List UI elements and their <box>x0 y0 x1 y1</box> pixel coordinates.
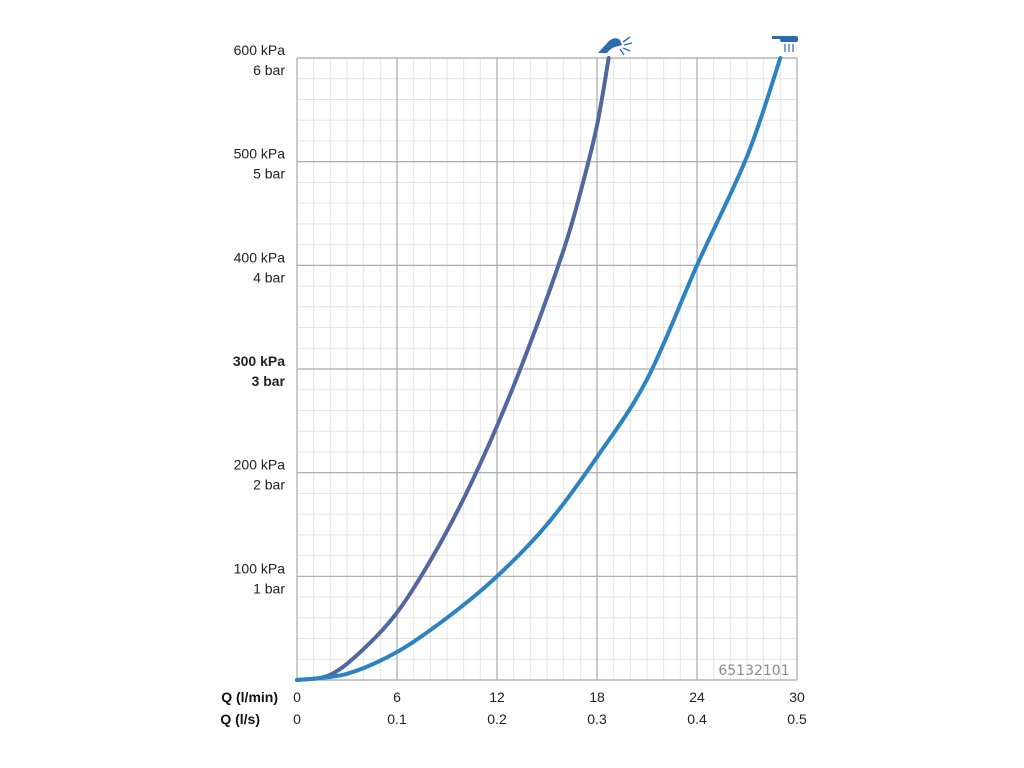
product-code: 65132101 <box>718 663 789 679</box>
x-tick-label-ls: 0.5 <box>787 711 807 727</box>
overhead-shower-icon <box>772 36 798 52</box>
x-tick-label-lmin: 12 <box>489 689 505 705</box>
y-tick-label-kpa: 600 kPa <box>234 42 286 58</box>
x-tick-label-ls: 0.3 <box>587 711 607 727</box>
x-tick-label-lmin: 6 <box>393 689 401 705</box>
hand-shower-icon <box>598 36 633 56</box>
x-tick-label-ls: 0.2 <box>487 711 507 727</box>
y-tick-label-bar: 4 bar <box>253 269 285 285</box>
y-tick-label-kpa: 500 kPa <box>234 146 286 162</box>
x-tick-label-ls: 0.4 <box>687 711 707 727</box>
x-tick-label-ls: 0 <box>293 711 301 727</box>
y-tick-label-bar: 5 bar <box>253 166 285 182</box>
y-tick-label-kpa: 200 kPa <box>234 457 286 473</box>
series-1-curve <box>295 56 611 682</box>
series-2-curve <box>295 56 783 682</box>
x-tick-label-lmin: 18 <box>589 689 605 705</box>
x-tick-label-ls: 0.1 <box>387 711 407 727</box>
y-tick-label-bar: 3 bar <box>252 373 286 389</box>
x-tick-label-lmin: 30 <box>789 689 805 705</box>
curves <box>295 56 783 682</box>
y-axis-labels: 600 kPa 6 bar 500 kPa 5 bar 400 kPa 4 bar 300 … <box>233 42 286 596</box>
y-tick-label-kpa: 300 kPa <box>233 353 285 369</box>
x-axis-labels: 0 0 6 0.1 12 0.2 18 0.3 24 0.4 30 0.5 <box>293 689 807 727</box>
y-tick-label-kpa: 400 kPa <box>234 249 286 265</box>
y-tick-label-bar: 6 bar <box>253 62 285 78</box>
x-axis-title-primary: Q (l/min) <box>221 689 278 705</box>
y-tick-label-kpa: 100 kPa <box>234 560 286 576</box>
x-tick-label-lmin: 24 <box>689 689 705 705</box>
y-tick-label-bar: 2 bar <box>253 477 285 493</box>
x-tick-label-lmin: 0 <box>293 689 301 705</box>
x-axis-title-secondary: Q (l/s) <box>220 711 260 727</box>
y-tick-label-bar: 1 bar <box>253 580 285 596</box>
